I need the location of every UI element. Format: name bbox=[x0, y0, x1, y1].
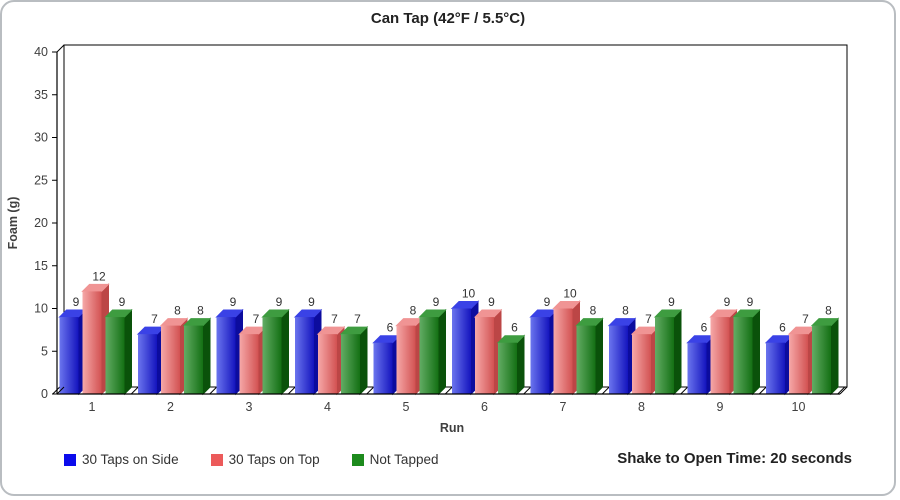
svg-text:8: 8 bbox=[197, 304, 204, 318]
svg-text:9: 9 bbox=[668, 295, 675, 309]
svg-text:7: 7 bbox=[253, 312, 260, 326]
legend-label: Not Tapped bbox=[369, 452, 439, 467]
svg-text:9: 9 bbox=[119, 295, 126, 309]
legend-item-taps-on-side: 30 Taps on Side bbox=[64, 452, 179, 467]
svg-text:1: 1 bbox=[89, 400, 96, 414]
svg-text:6: 6 bbox=[387, 321, 394, 335]
svg-text:7: 7 bbox=[560, 400, 567, 414]
svg-text:7: 7 bbox=[802, 312, 809, 326]
svg-text:3: 3 bbox=[246, 400, 253, 414]
svg-text:9: 9 bbox=[73, 295, 80, 309]
svg-text:10: 10 bbox=[462, 287, 476, 301]
svg-text:9: 9 bbox=[747, 295, 754, 309]
svg-text:6: 6 bbox=[701, 321, 708, 335]
svg-text:10: 10 bbox=[563, 287, 577, 301]
legend-swatch-green-icon bbox=[351, 453, 364, 466]
svg-text:35: 35 bbox=[34, 88, 48, 102]
svg-text:9: 9 bbox=[544, 295, 551, 309]
svg-text:7: 7 bbox=[151, 312, 158, 326]
chart-title: Can Tap (42°F / 5.5°C) bbox=[370, 10, 526, 27]
svg-text:9: 9 bbox=[724, 295, 731, 309]
svg-text:5: 5 bbox=[403, 400, 410, 414]
svg-text:8: 8 bbox=[825, 304, 832, 318]
svg-text:25: 25 bbox=[34, 173, 48, 187]
svg-text:10: 10 bbox=[792, 400, 806, 414]
svg-text:8: 8 bbox=[410, 304, 417, 318]
svg-text:40: 40 bbox=[34, 45, 48, 59]
svg-text:6: 6 bbox=[511, 321, 518, 335]
legend-label: 30 Taps on Side bbox=[82, 452, 179, 467]
svg-text:8: 8 bbox=[638, 400, 645, 414]
svg-text:8: 8 bbox=[590, 304, 597, 318]
svg-text:4: 4 bbox=[324, 400, 331, 414]
svg-text:6: 6 bbox=[481, 400, 488, 414]
svg-text:5: 5 bbox=[41, 344, 48, 358]
legend-item-not-tapped: Not Tapped bbox=[351, 452, 439, 467]
svg-text:9: 9 bbox=[308, 295, 315, 309]
legend-swatch-red-icon bbox=[210, 453, 223, 466]
chart-legend: 30 Taps on Side 30 Taps on Top Not Tappe… bbox=[64, 452, 438, 467]
svg-text:9: 9 bbox=[230, 295, 237, 309]
shake-time-note: Shake to Open Time: 20 seconds bbox=[617, 450, 852, 467]
svg-text:7: 7 bbox=[645, 312, 652, 326]
svg-text:Run: Run bbox=[440, 421, 464, 435]
legend-swatch-blue-icon bbox=[64, 453, 76, 466]
svg-text:8: 8 bbox=[174, 304, 181, 318]
svg-text:0: 0 bbox=[41, 387, 48, 401]
svg-text:30: 30 bbox=[34, 131, 48, 145]
svg-text:15: 15 bbox=[34, 259, 48, 273]
svg-text:10: 10 bbox=[34, 302, 48, 316]
svg-text:9: 9 bbox=[717, 400, 724, 414]
legend-label: 30 Taps on Top bbox=[228, 452, 320, 467]
svg-text:9: 9 bbox=[276, 295, 283, 309]
svg-text:12: 12 bbox=[92, 269, 106, 283]
svg-text:2: 2 bbox=[167, 400, 174, 414]
svg-text:9: 9 bbox=[433, 295, 440, 309]
svg-text:7: 7 bbox=[331, 312, 338, 326]
svg-text:9: 9 bbox=[488, 295, 495, 309]
svg-text:20: 20 bbox=[34, 216, 48, 230]
svg-text:6: 6 bbox=[779, 321, 786, 335]
legend-item-taps-on-top: 30 Taps on Top bbox=[210, 452, 320, 467]
svg-text:8: 8 bbox=[622, 304, 629, 318]
svg-text:7: 7 bbox=[354, 312, 361, 326]
svg-text:Foam (g): Foam (g) bbox=[6, 197, 20, 250]
bar-chart-plot: 9 12 9 1 7 8 8 2 9 7 9 3 9 7 7 4 6 8 9 5 10 9 6 6 9 10 8 7 8 7 9 8 6 9 9 9 6… bbox=[6, 44, 848, 435]
